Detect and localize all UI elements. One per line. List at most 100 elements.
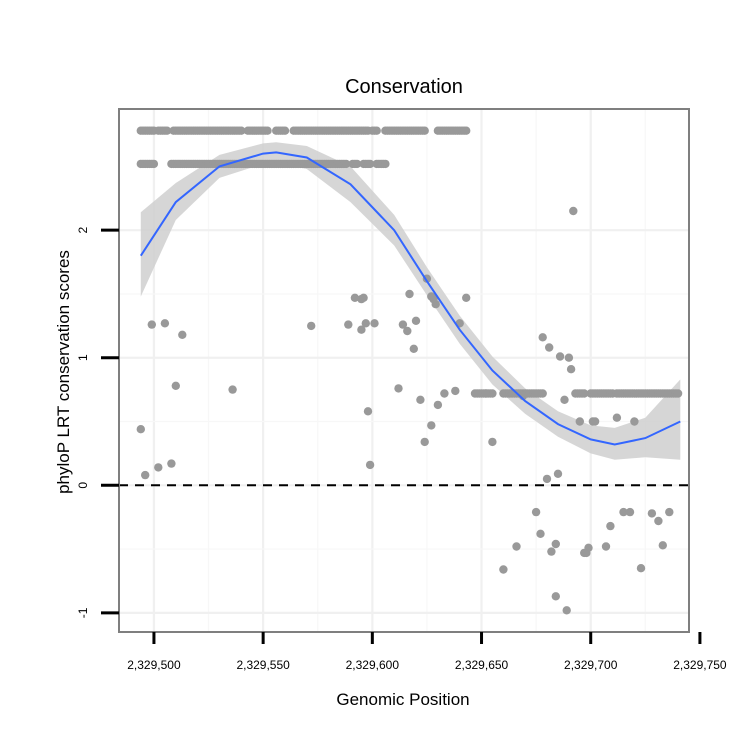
confidence-ribbon bbox=[140, 142, 681, 460]
data-point bbox=[405, 289, 414, 299]
smooth-line-layer bbox=[139, 151, 681, 446]
data-point bbox=[394, 384, 403, 393]
data-point bbox=[499, 565, 508, 574]
data-point bbox=[171, 381, 180, 390]
data-point bbox=[363, 407, 373, 416]
data-point bbox=[647, 509, 657, 518]
data-point bbox=[427, 421, 436, 430]
data-point bbox=[625, 507, 635, 517]
data-point bbox=[555, 352, 565, 361]
y-tick-label: 2 bbox=[76, 227, 90, 234]
data-point bbox=[488, 437, 497, 447]
data-point bbox=[370, 319, 379, 328]
data-point bbox=[451, 386, 460, 396]
x-tick-label: 2,329,550 bbox=[236, 658, 290, 672]
data-point bbox=[178, 330, 187, 339]
axes: 2,329,500 2,329,550 2,329,600 2,329,650 2,32… bbox=[76, 108, 727, 672]
data-point bbox=[263, 126, 272, 135]
y-tick-label: 1 bbox=[76, 354, 90, 361]
data-point bbox=[547, 547, 556, 556]
x-tick-label: 2,329,600 bbox=[346, 658, 400, 672]
data-point bbox=[427, 292, 436, 301]
data-point bbox=[601, 542, 611, 551]
x-tick-label: 2,329,500 bbox=[127, 658, 181, 672]
data-point bbox=[341, 159, 351, 169]
data-point bbox=[431, 300, 440, 309]
data-point bbox=[545, 343, 554, 352]
data-point bbox=[658, 541, 667, 550]
data-point bbox=[280, 126, 290, 135]
data-point bbox=[352, 159, 362, 169]
data-point bbox=[488, 389, 497, 398]
x-tick-label: 2,329,750 bbox=[673, 658, 727, 672]
data-point bbox=[136, 425, 145, 434]
loess-fit-line bbox=[139, 151, 681, 446]
data-point bbox=[542, 474, 552, 484]
data-point bbox=[512, 542, 521, 551]
data-point bbox=[141, 470, 150, 480]
data-point bbox=[403, 326, 412, 336]
data-point bbox=[344, 320, 353, 329]
data-point bbox=[580, 548, 589, 558]
points-layer bbox=[136, 126, 683, 615]
data-point bbox=[433, 400, 443, 410]
y-tick-label: 0 bbox=[76, 482, 90, 489]
data-point bbox=[665, 507, 674, 517]
chart-title: Conservation bbox=[345, 76, 463, 98]
data-point bbox=[350, 293, 360, 302]
data-point bbox=[411, 316, 421, 325]
confidence-ribbon-layer bbox=[140, 142, 681, 460]
plot-frame bbox=[118, 108, 690, 633]
data-point bbox=[462, 126, 471, 135]
data-point bbox=[536, 529, 545, 538]
data-point bbox=[440, 389, 449, 398]
data-point bbox=[307, 321, 316, 331]
data-point bbox=[357, 325, 366, 334]
data-point bbox=[560, 395, 569, 404]
data-point bbox=[606, 521, 615, 531]
data-point bbox=[636, 564, 646, 573]
data-point bbox=[359, 293, 368, 302]
data-point bbox=[381, 159, 390, 169]
data-point bbox=[673, 389, 683, 398]
data-point bbox=[365, 159, 375, 169]
data-point bbox=[416, 395, 425, 404]
x-axis-label: Genomic Position bbox=[336, 690, 469, 709]
data-point bbox=[612, 413, 622, 422]
data-point bbox=[409, 344, 418, 353]
data-point bbox=[167, 459, 176, 468]
x-tick-label: 2,329,700 bbox=[564, 658, 618, 672]
data-point bbox=[154, 463, 163, 472]
data-point bbox=[551, 592, 560, 601]
data-point bbox=[398, 320, 408, 329]
data-point bbox=[553, 469, 563, 478]
y-axis-label: phyloP LRT conservation scores bbox=[54, 250, 73, 494]
data-point bbox=[566, 365, 576, 374]
data-point bbox=[575, 417, 584, 426]
data-point bbox=[580, 389, 589, 398]
data-point bbox=[420, 437, 429, 447]
data-point bbox=[361, 319, 370, 328]
data-point bbox=[228, 385, 237, 394]
data-point bbox=[564, 353, 574, 362]
data-point bbox=[420, 126, 429, 135]
data-point bbox=[149, 159, 159, 169]
data-point bbox=[619, 507, 628, 517]
data-point bbox=[365, 460, 375, 470]
y-tick-label: -1 bbox=[76, 607, 90, 618]
data-point bbox=[551, 539, 560, 549]
data-point bbox=[538, 333, 547, 342]
data-point bbox=[481, 389, 491, 398]
data-point bbox=[654, 516, 663, 526]
data-point bbox=[462, 293, 471, 302]
data-point bbox=[162, 126, 172, 135]
data-point bbox=[590, 417, 600, 426]
data-point bbox=[147, 320, 156, 329]
data-point bbox=[569, 206, 578, 216]
data-point bbox=[372, 126, 381, 135]
data-point bbox=[531, 507, 541, 517]
data-point bbox=[160, 319, 170, 328]
data-point bbox=[538, 389, 547, 398]
